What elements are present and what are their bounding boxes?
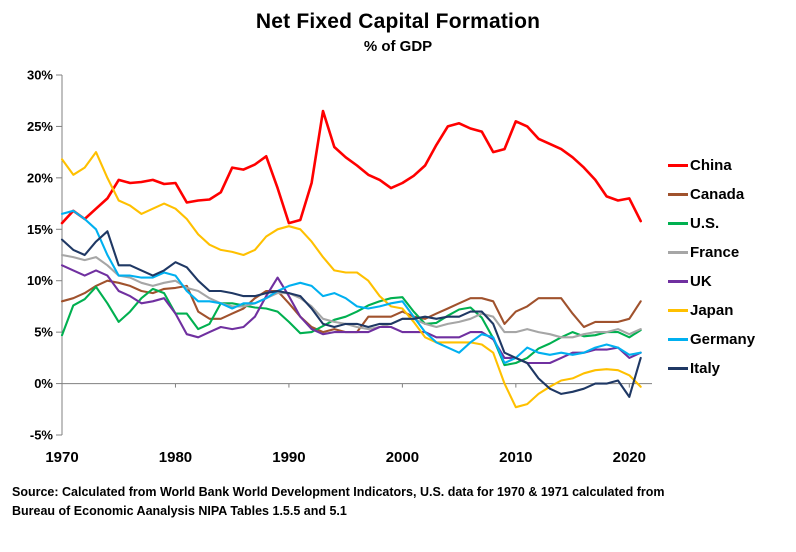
- legend-swatch: [668, 251, 688, 254]
- source-note: Source: Calculated from World Bank World…: [0, 483, 796, 521]
- legend-swatch: [668, 367, 688, 370]
- legend-label: UK: [690, 273, 712, 290]
- series-line-uk: [60, 264, 642, 365]
- y-tick-label: 20%: [27, 170, 53, 185]
- legend-label: Japan: [690, 302, 734, 319]
- line-chart: 30% 25% 20% 15% 10% 5% 0% -5% 1970 1980 1990 2000 20…: [27, 68, 652, 466]
- legend-label: U.S.: [690, 215, 720, 232]
- y-tick-label: 0%: [34, 376, 53, 391]
- legend-item-canada: Canada: [668, 186, 793, 203]
- legend-swatch: [668, 193, 688, 196]
- y-tick-label: 30%: [27, 68, 53, 83]
- legend-item-germany: Germany: [668, 331, 793, 348]
- series-line-us: [60, 285, 642, 367]
- series-line-japan: [60, 151, 642, 409]
- x-tick-label: 2010: [499, 449, 532, 466]
- y-tick-label: -5%: [30, 428, 54, 443]
- legend-swatch: [668, 222, 688, 225]
- source-line-1: Source: Calculated from World Bank World…: [12, 485, 665, 499]
- legend-item-uk: UK: [668, 273, 793, 290]
- legend-item-china: China: [668, 157, 793, 174]
- legend-item-us: U.S.: [668, 215, 793, 232]
- legend-label: France: [690, 244, 740, 261]
- chart-subtitle: % of GDP: [363, 38, 433, 55]
- y-tick-label: 25%: [27, 119, 53, 134]
- series-line-france: [60, 253, 642, 339]
- legend-item-italy: Italy: [668, 360, 793, 377]
- legend-item-france: France: [668, 244, 793, 261]
- chart-area: 30% 25% 20% 15% 10% 5% 0% -5% 1970 1980 1990 2000 20…: [0, 63, 796, 471]
- x-tick-label: 2020: [613, 449, 646, 466]
- x-tick-label: 2000: [386, 449, 419, 466]
- y-tick-label: 5%: [34, 325, 53, 340]
- legend-swatch: [668, 164, 688, 167]
- x-tick-label: 1980: [159, 449, 192, 466]
- legend-label: China: [690, 157, 732, 174]
- x-tick-label: 1970: [45, 449, 78, 466]
- series-line-china: [60, 109, 643, 225]
- chart-title: Net Fixed Capital Formation: [255, 10, 541, 33]
- source-line-2: Bureau of Economic Aanalysis NIPA Tables…: [12, 503, 347, 518]
- legend-item-japan: Japan: [668, 302, 793, 319]
- series-line-italy: [60, 230, 642, 398]
- chart-legend: China Canada U.S. France UK Japan Germany Italy: [666, 63, 793, 471]
- legend-swatch: [668, 309, 688, 312]
- x-tick-label: 1990: [272, 449, 305, 466]
- legend-label: Germany: [690, 331, 756, 348]
- series-line-germany: [60, 209, 642, 365]
- legend-label: Canada: [690, 186, 745, 203]
- y-tick-label: 10%: [27, 273, 53, 288]
- y-tick-label: 15%: [27, 222, 53, 237]
- legend-label: Italy: [690, 360, 721, 377]
- legend-swatch: [668, 338, 688, 341]
- legend-swatch: [668, 280, 688, 283]
